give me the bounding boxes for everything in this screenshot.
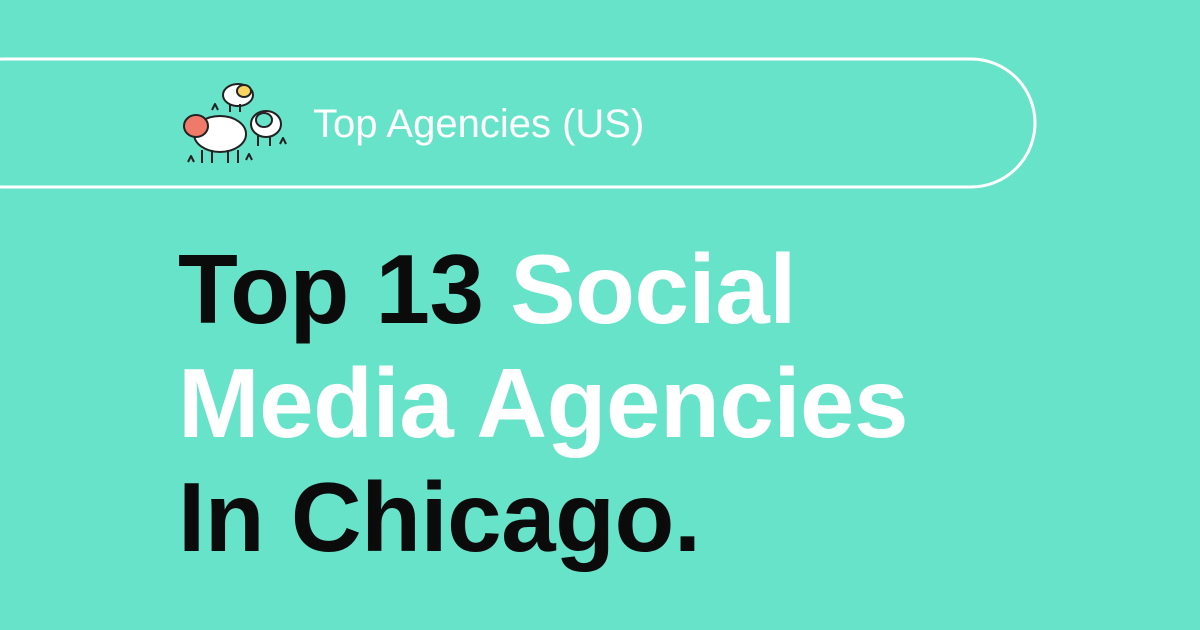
headline-text: Top 13 [178, 234, 484, 344]
headline-line: Media Agencies [178, 346, 909, 460]
headline-text: In Chicago. [178, 462, 701, 572]
sheep-icon [183, 83, 287, 163]
headline-highlight: Media Agencies [178, 348, 909, 458]
headline-line: Top 13 Social [178, 232, 908, 346]
headline-line: In Chicago. [178, 460, 908, 574]
headline-highlight: Social [510, 234, 796, 344]
headline: Top 13 Social Media Agencies In Chicago. [178, 232, 909, 574]
badge-label: Top Agencies (US) [313, 102, 645, 146]
